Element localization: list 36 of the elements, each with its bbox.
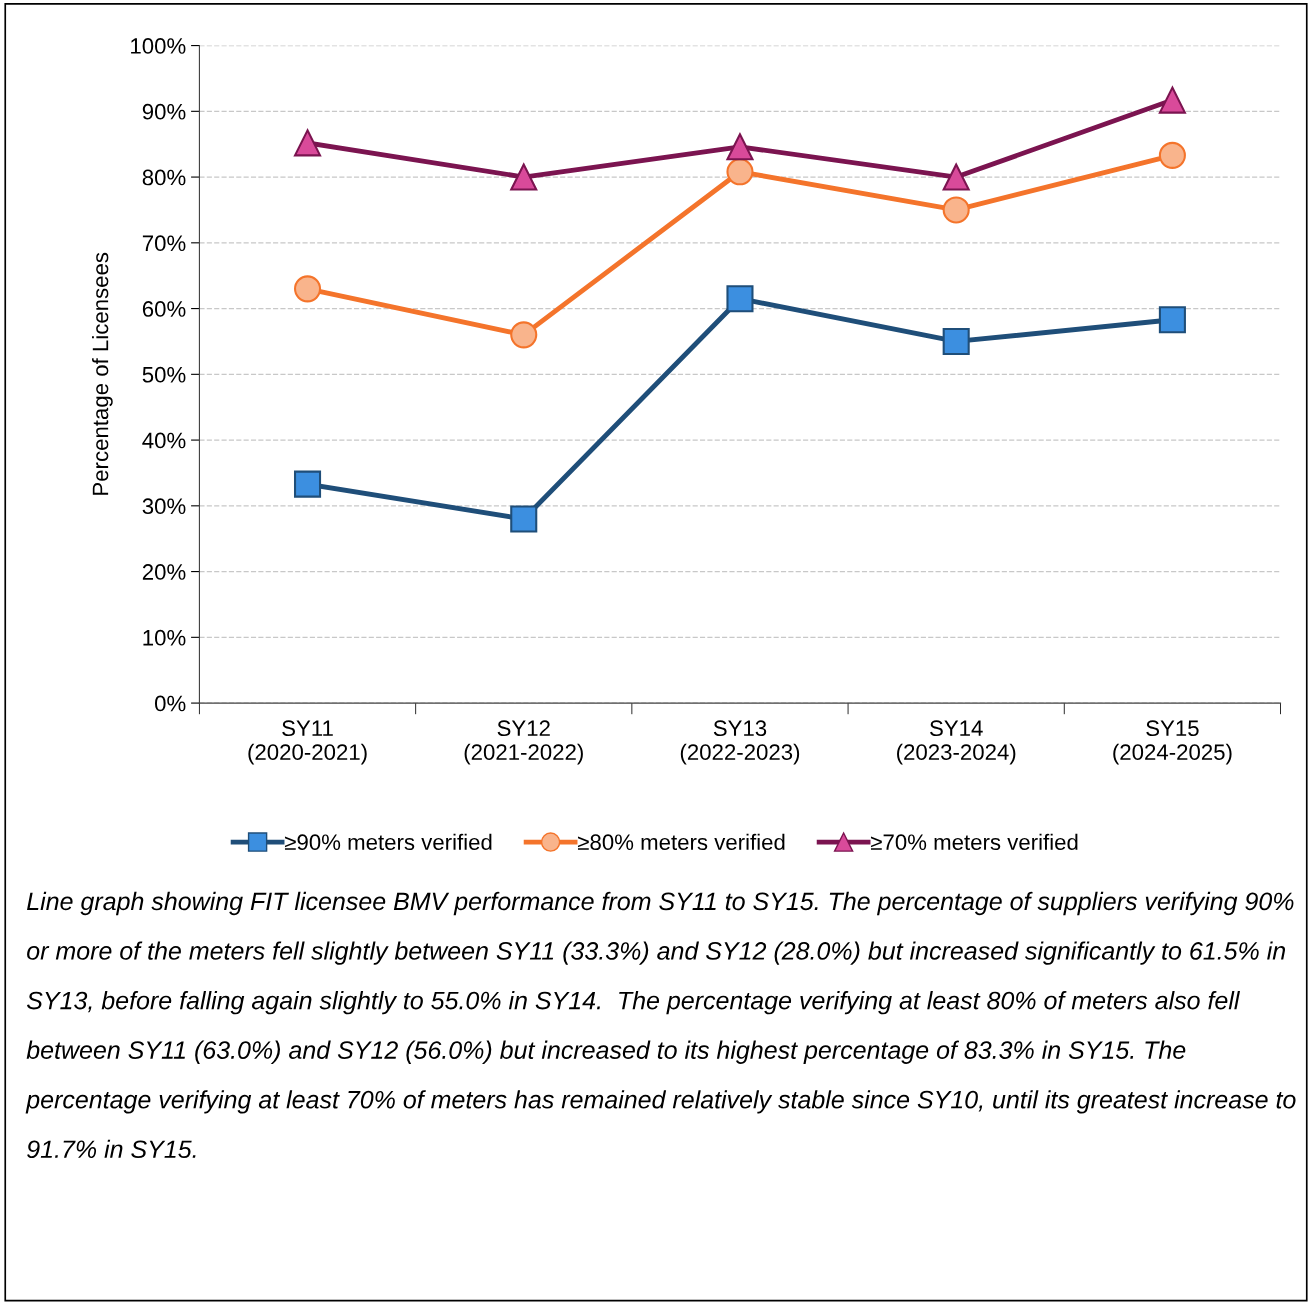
- point: [726, 285, 754, 313]
- y-tick-label: 40%: [142, 432, 186, 449]
- legend-label: ≥80% meters verified: [577, 833, 785, 851]
- point: [942, 196, 970, 224]
- point: [510, 163, 538, 191]
- y-tick-label: 70%: [142, 235, 186, 252]
- point: [1158, 306, 1186, 334]
- x-tick-label: SY15 (2024-2025): [1113, 720, 1232, 765]
- point: [510, 505, 538, 533]
- y-tick-label: 60%: [142, 301, 186, 317]
- point: [726, 133, 754, 161]
- y-tick-label: 20%: [142, 564, 186, 580]
- legend-label: ≥90% meters verified: [284, 833, 492, 851]
- x-tick-label: SY11 (2020-2021): [248, 720, 367, 765]
- point: [510, 321, 538, 349]
- point: [293, 470, 322, 498]
- point: [726, 158, 754, 186]
- y-axis-title: Percentage of Licensees: [92, 252, 113, 495]
- text: Line graph showing FIT licensee BMV performance from SY11 to SY15. The percentage of suppliers verifying 90% or more of the meters fell slightly between SY11 (33.3%) and SY12 (28.0%) but increased significantly to 61.5% in SY13, before falling again slightly to 55.0% in SY14. The percentage verifying at least 80% of meters also fell between SY11 (63.0%) and SY12 (56.0%) but increased to its highest percentage of 83.3% in SY15. The percentage verifying at least 70% of meters has remained relatively stable since SY10, until its greatest increase to 91.7% in SY15.: [25, 891, 1296, 1159]
- y-tick-label: 50%: [142, 366, 186, 383]
- point: [1158, 141, 1186, 169]
- point: [293, 275, 322, 303]
- x-tick-label: SY13 (2022-2023): [680, 720, 800, 765]
- y-tick-label: 80%: [142, 169, 186, 186]
- y-tick-label: 10%: [143, 629, 186, 646]
- point: [942, 327, 970, 355]
- y-tick-label: 30%: [142, 498, 186, 515]
- point: [942, 163, 970, 191]
- point: [1158, 86, 1186, 114]
- y-tick-label: 0%: [154, 695, 186, 712]
- point: [293, 129, 322, 157]
- x-tick-label: SY14 (2023-2024): [897, 720, 1016, 765]
- legend-label: ≥70% meters verified: [870, 833, 1078, 851]
- y-tick-label: 90%: [142, 103, 186, 120]
- x-tick-label: SY12 (2021-2022): [464, 720, 583, 765]
- y-tick-label: 100%: [131, 38, 186, 54]
